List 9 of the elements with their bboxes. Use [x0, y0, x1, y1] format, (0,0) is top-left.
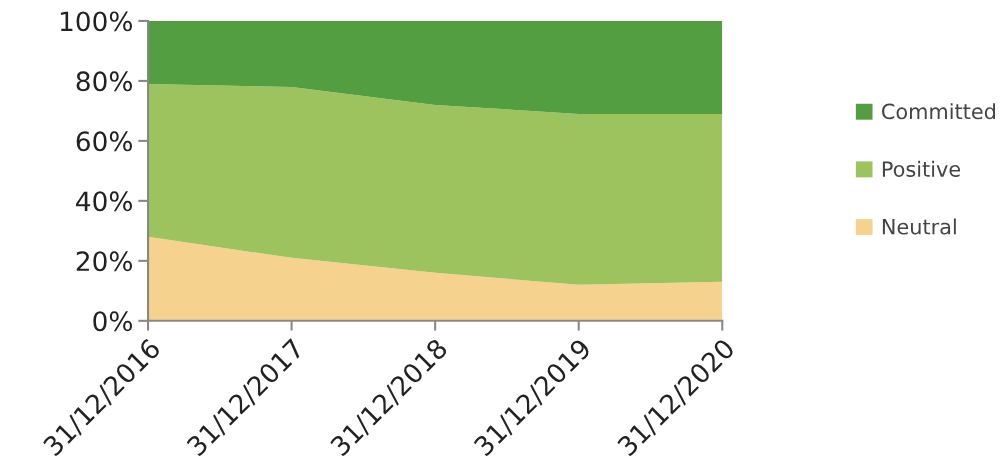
- legend-label: Committed: [882, 103, 996, 120]
- y-tick-label: 20%: [76, 251, 132, 272]
- y-tick-label: 100%: [60, 11, 132, 32]
- y-tick-label: 0%: [93, 311, 132, 332]
- legend-label: Neutral: [882, 218, 956, 235]
- y-tick-label: 80%: [76, 71, 132, 92]
- y-tick-label: 60%: [76, 131, 132, 152]
- y-tick-label: 40%: [76, 191, 132, 212]
- legend-label: Positive: [882, 160, 961, 177]
